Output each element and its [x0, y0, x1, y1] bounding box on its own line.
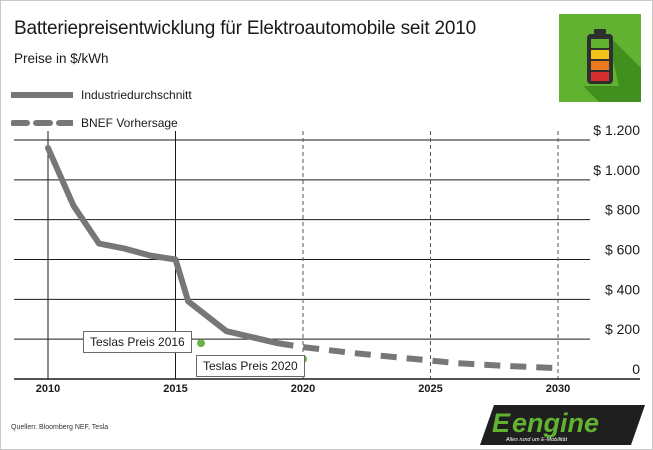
annotation-tesla-2020: Teslas Preis 2020 [196, 355, 305, 377]
legend-solid-label: Industriedurchschnitt [81, 88, 192, 102]
brand-logo: E engine Alles rund um E-Mobilität [480, 405, 645, 445]
annotation-tesla-2016: Teslas Preis 2016 [83, 331, 192, 353]
battery-icon-graphic [583, 29, 641, 102]
y-tick-label: $ 400 [605, 281, 640, 297]
svg-text:E: E [492, 408, 511, 438]
series-line-forecast [277, 340, 559, 372]
legend-dashed-label: BNEF Vorhersage [81, 116, 178, 130]
x-tick-label: 2020 [291, 383, 315, 395]
x-tick-label: 2015 [163, 383, 187, 395]
legend-solid: Industriedurchschnitt [11, 88, 192, 102]
brand-tagline: Alles rund um E-Mobilität [505, 437, 568, 443]
y-tick-label: $ 800 [605, 202, 640, 218]
y-tick-label: $ 600 [605, 242, 640, 258]
y-tick-label: 0 [632, 361, 640, 377]
series-line-average [45, 144, 281, 347]
y-tick-label: $ 1.200 [593, 122, 640, 138]
legend-solid-swatch [11, 92, 73, 98]
legend-dashed: BNEF Vorhersage [11, 116, 178, 130]
page-title: Batteriepreisentwicklung für Elektroauto… [14, 18, 476, 39]
legend-dashed-swatch [11, 120, 73, 126]
brand-logo-graphic: E engine Alles rund um E-Mobilität [480, 405, 645, 445]
battery-icon [559, 14, 641, 102]
source-note: Quellen: Bloomberg NEF, Tesla [11, 424, 109, 431]
x-tick-label: 2025 [418, 383, 442, 395]
y-tick-label: $ 200 [605, 321, 640, 337]
brand-name: engine [512, 408, 599, 438]
page-subtitle: Preise in $/kWh [14, 51, 109, 66]
annotation-point-0 [197, 339, 205, 348]
y-tick-label: $ 1.000 [593, 162, 640, 178]
x-tick-label: 2010 [36, 383, 60, 395]
x-tick-label: 2030 [546, 383, 570, 395]
